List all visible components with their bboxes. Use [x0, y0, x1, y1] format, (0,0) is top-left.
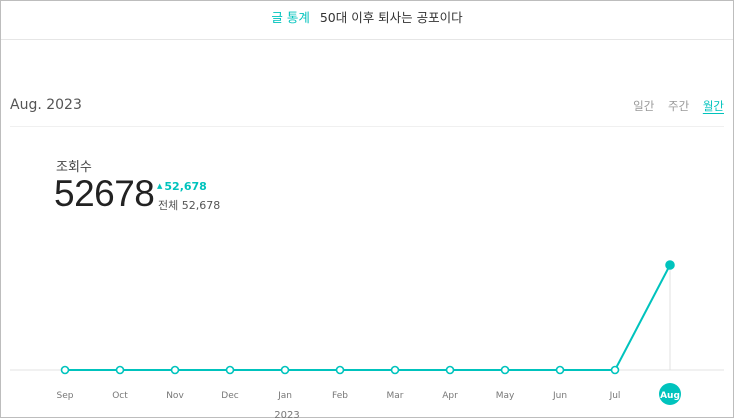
- period-tabs: 일간 주간 월간: [623, 98, 724, 114]
- metric-total: 전체 52,678: [158, 199, 221, 212]
- data-point-nov[interactable]: [170, 365, 180, 375]
- tab-monthly[interactable]: 월간: [702, 99, 724, 113]
- data-point-jul[interactable]: [610, 365, 620, 375]
- delta-value: 52,678: [164, 180, 207, 193]
- x-tick-dec: Dec: [221, 391, 238, 401]
- x-tick-apr: Apr: [442, 391, 458, 401]
- x-tick-jul: Jul: [609, 391, 621, 401]
- metric-value: 52678: [54, 173, 155, 214]
- data-point-dec[interactable]: [225, 365, 235, 375]
- data-point-jun[interactable]: [555, 365, 565, 375]
- metric-delta: ▲ 52,678: [157, 180, 207, 193]
- header-category: 글 통계: [271, 10, 310, 25]
- x-tick-aug: Aug: [660, 391, 680, 401]
- post-title[interactable]: 50대 이후 퇴사는 공포이다: [319, 10, 463, 25]
- data-point-sep[interactable]: [60, 365, 70, 375]
- data-point-feb[interactable]: [335, 365, 345, 375]
- period-label: Aug. 2023: [10, 97, 82, 113]
- x-tick-jun: Jun: [552, 391, 567, 401]
- x-tick-jan: Jan: [277, 391, 292, 401]
- data-point-jan[interactable]: [280, 365, 290, 375]
- series-line: [65, 264, 671, 371]
- divider: [10, 126, 724, 127]
- up-triangle-icon: ▲: [157, 182, 163, 190]
- x-tick-nov: Nov: [166, 391, 184, 401]
- data-point-may[interactable]: [500, 365, 510, 375]
- x-tick-oct: Oct: [112, 391, 128, 401]
- selected-month-badge: [659, 383, 681, 405]
- x-tick-may: May: [496, 391, 515, 401]
- data-point-mar[interactable]: [390, 365, 400, 375]
- metric-label: 조회수: [56, 160, 92, 175]
- x-tick-feb: Feb: [332, 391, 348, 401]
- stats-header: 글 통계 50대 이후 퇴사는 공포이다: [1, 1, 733, 40]
- tab-weekly[interactable]: 주간: [668, 99, 690, 113]
- x-tick-sep: Sep: [57, 391, 74, 401]
- year-marker-label: 2023: [274, 410, 299, 418]
- data-point-oct[interactable]: [115, 365, 125, 375]
- data-point-aug[interactable]: [665, 260, 675, 270]
- tab-daily[interactable]: 일간: [633, 99, 655, 113]
- data-point-apr[interactable]: [445, 365, 455, 375]
- x-tick-mar: Mar: [387, 391, 404, 401]
